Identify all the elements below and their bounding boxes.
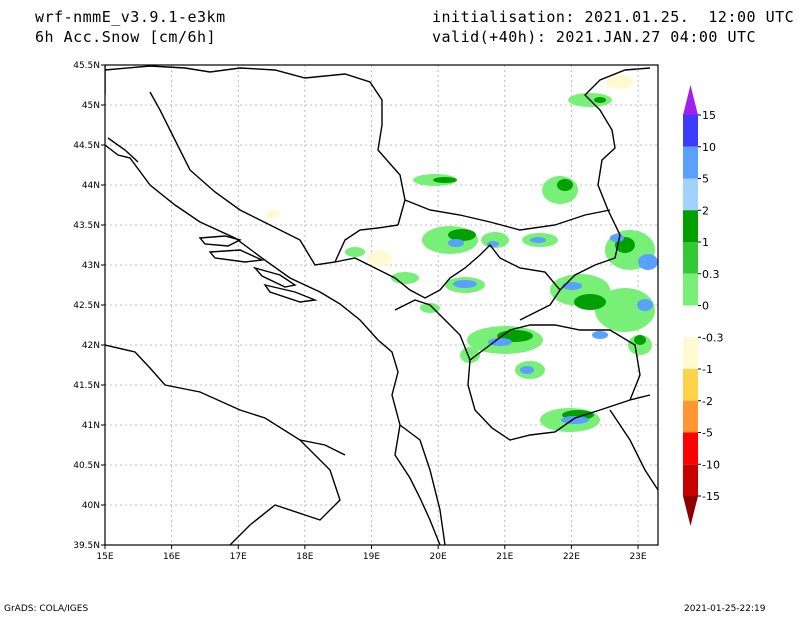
colorbar-labels: 15 10 5 2 1 0.3 0 -0.3 -1 -2 -5 -10 -15 [702, 109, 723, 503]
italy-coast [105, 344, 341, 545]
colorbar-label: 10 [702, 141, 716, 154]
lon-tick-label: 23E [629, 552, 646, 562]
island-3 [252, 266, 297, 288]
axis-ticks [101, 64, 639, 549]
lon-tick-label: 21E [496, 552, 513, 562]
colorbar-swatch [683, 146, 698, 179]
colorbar-swatch [683, 210, 698, 242]
colorbar-label: -1 [702, 363, 713, 376]
model-title: wrf-nmmE_v3.9.1-e3km [35, 8, 226, 26]
colorbar-label: -2 [702, 395, 713, 408]
lon-tick-label: 17E [230, 552, 247, 562]
colorbar-label: 0.3 [702, 268, 720, 281]
albania-south-border [399, 424, 446, 545]
colorbar-label: -15 [702, 490, 720, 503]
macedonia-border [469, 324, 641, 401]
lon-tick-labels: 15E 16E 17E 18E 19E 20E 21E 22E 23E [96, 552, 646, 562]
lat-tick-label: 39.5N [73, 541, 100, 551]
colorbar-label: 1 [702, 236, 709, 249]
island-5 [107, 137, 139, 163]
albania-border [394, 299, 651, 441]
colorbar-swatch [683, 369, 698, 401]
lat-tick-label: 45N [82, 101, 100, 111]
serbia-montenegro-border [334, 243, 561, 321]
colorbar-swatch [683, 115, 698, 147]
coastlines-borders [105, 65, 658, 545]
bosnia-border [149, 91, 399, 266]
colorbar-swatch [683, 242, 698, 274]
colorbar-swatch [683, 400, 698, 433]
footer-credit: GrADS: COLA/IGES [4, 604, 89, 614]
lon-tick-label: 19E [363, 552, 380, 562]
colorbar-swatch [683, 178, 698, 211]
lat-tick-label: 44N [82, 181, 100, 191]
lat-tick-label: 41.5N [73, 381, 100, 391]
colorbar-label: 15 [702, 109, 716, 122]
greece-border [609, 409, 658, 491]
colorbar-swatch [683, 337, 698, 369]
colorbar-swatch [683, 432, 698, 465]
lon-tick-label: 22E [563, 552, 580, 562]
colorbar-label: 5 [702, 173, 709, 186]
lat-tick-label: 44.5N [73, 141, 100, 151]
lat-tick-label: 42N [82, 341, 100, 351]
colorbar-swatch [683, 464, 698, 496]
serbia-east [404, 199, 611, 231]
lat-tick-label: 40N [82, 501, 100, 511]
lat-tick-label: 42.5N [73, 301, 100, 311]
valid-time: valid(+40h): 2021.JAN.27 04:00 UTC [432, 28, 757, 46]
adriatic-east-coast [105, 144, 441, 545]
colorbar-swatch [683, 305, 698, 338]
lat-tick-labels: 39.5N 40N 40.5N 41N 41.5N 42N 42.5N 43N 43.5N 44N… [73, 61, 100, 551]
island-4 [263, 283, 318, 303]
lon-tick-label: 16E [163, 552, 180, 562]
colorbar-arrow-top [683, 85, 698, 115]
lat-tick-label: 43.5N [73, 221, 100, 231]
lon-tick-label: 20E [430, 552, 447, 562]
colorbar-arrow-bottom [683, 496, 698, 526]
lat-tick-label: 40.5N [73, 461, 100, 471]
colorbar-label: 0 [702, 300, 709, 313]
colorbar-label: -5 [702, 427, 713, 440]
island-2 [208, 249, 265, 263]
colorbar [683, 85, 701, 526]
lat-tick-label: 41N [82, 421, 100, 431]
lon-tick-label: 18E [296, 552, 313, 562]
bulgaria-border [559, 67, 651, 291]
island-1 [198, 235, 242, 247]
lat-tick-label: 45.5N [73, 61, 100, 71]
colorbar-label: -10 [702, 458, 720, 471]
colorbar-label: 2 [702, 204, 709, 217]
italy-heel [299, 439, 346, 456]
field-title: 6h Acc.Snow [cm/6h] [35, 28, 217, 46]
colorbar-label: -0.3 [702, 331, 723, 344]
north-border [105, 65, 406, 226]
colorbar-swatch [683, 273, 698, 306]
lon-tick-label: 15E [96, 552, 113, 562]
lat-tick-label: 43N [82, 261, 100, 271]
footer-timestamp: 2021-01-25-22:19 [684, 604, 766, 614]
init-time: initialisation: 2021.01.25. 12:00 UTC [432, 8, 795, 26]
